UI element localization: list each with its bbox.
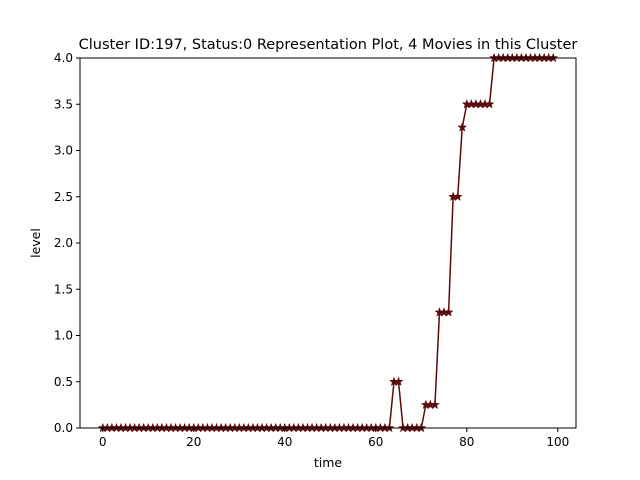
y-tick-label: 0.5 [54, 375, 73, 389]
data-point [484, 98, 495, 109]
y-axis-label: level [28, 228, 43, 258]
x-tick-label: 40 [277, 435, 292, 449]
x-tick-label: 20 [186, 435, 201, 449]
y-tick-label: 3.0 [54, 144, 73, 158]
x-axis-label: time [314, 455, 343, 470]
x-axis: 0 20 40 60 80 100 [99, 428, 569, 449]
y-tick-label: 1.5 [54, 282, 73, 296]
y-tick-label: 4.0 [54, 51, 73, 65]
x-tick-label: 80 [459, 435, 474, 449]
x-tick-label: 0 [99, 435, 107, 449]
y-tick-label: 2.0 [54, 236, 73, 250]
x-tick-label: 60 [368, 435, 383, 449]
data-point [429, 399, 441, 410]
data-point [393, 376, 404, 387]
data-point [457, 122, 468, 132]
y-tick-label: 2.5 [54, 190, 73, 204]
y-tick-label: 0.0 [54, 421, 73, 435]
y-tick-label: 3.5 [54, 97, 73, 111]
y-tick-label: 1.0 [54, 329, 73, 343]
x-tick-label: 100 [546, 435, 569, 449]
data-point [443, 307, 454, 317]
chart-title: Cluster ID:197, Status:0 Representation … [79, 37, 578, 53]
data-point [452, 191, 463, 202]
plot-area [80, 58, 576, 428]
y-axis: 0.0 0.5 1.0 1.5 2.0 2.5 3.0 3.5 4.0 [54, 51, 80, 435]
